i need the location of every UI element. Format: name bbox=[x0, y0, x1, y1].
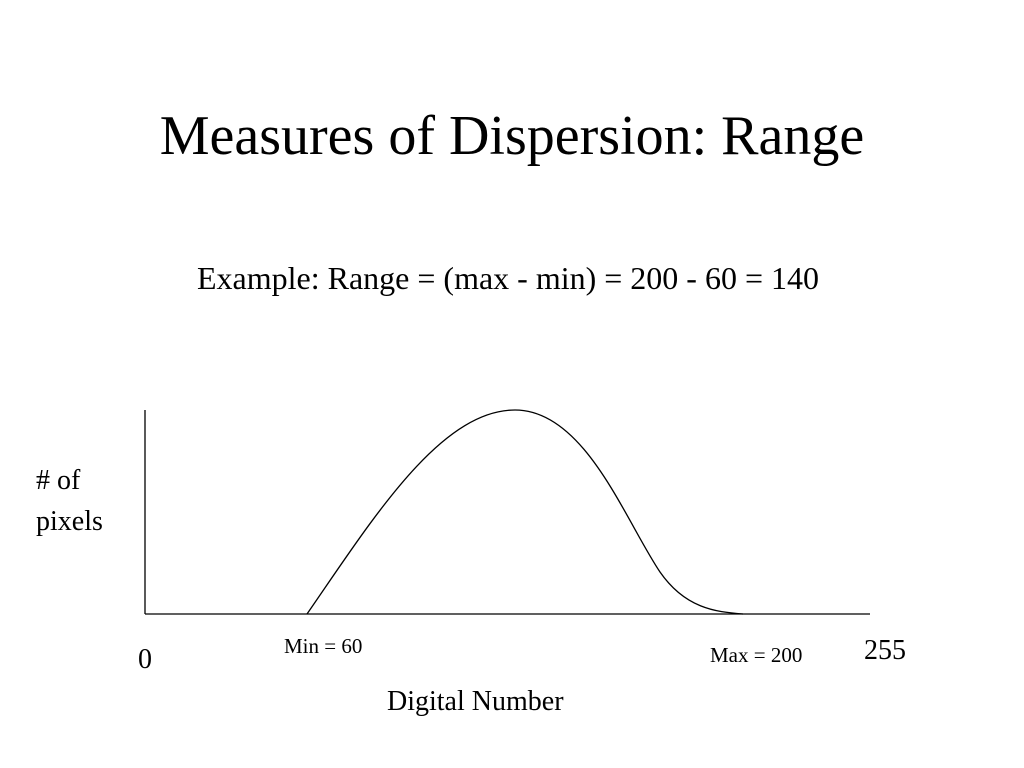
slide-title: Measures of Dispersion: Range bbox=[159, 105, 865, 167]
y-axis-label-line-2: pixels bbox=[36, 506, 103, 537]
min-label: Min = 60 bbox=[284, 634, 363, 658]
axis-start-label: 0 bbox=[138, 644, 152, 675]
example-formula: Example: Range = (max - min) = 200 - 60 … bbox=[196, 260, 819, 296]
distribution-curve bbox=[306, 409, 744, 615]
max-label: Max = 200 bbox=[710, 643, 803, 667]
y-axis-label: # of pixels bbox=[36, 460, 103, 542]
x-axis-label: Digital Number bbox=[387, 686, 564, 717]
y-axis-label-line-1: # of bbox=[36, 465, 81, 496]
axis-end-label: 255 bbox=[864, 635, 906, 666]
